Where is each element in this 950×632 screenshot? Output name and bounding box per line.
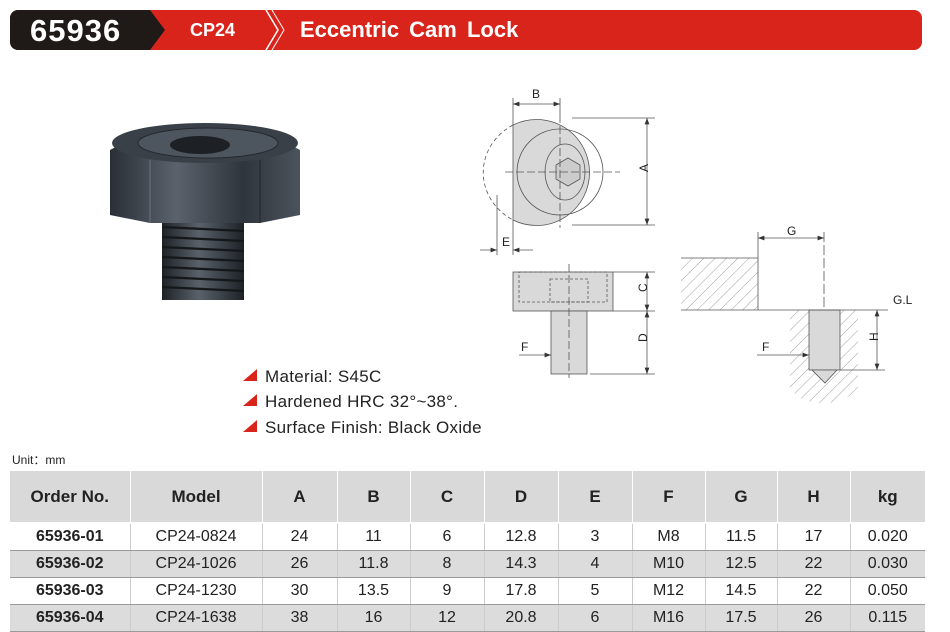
dim-label-f: F xyxy=(521,340,528,354)
table-cell: 17.5 xyxy=(705,604,778,632)
table-cell: 65936-03 xyxy=(10,577,131,605)
table-cell: 26 xyxy=(777,604,851,632)
table-cell: 14.3 xyxy=(484,550,559,578)
table-cell: 11 xyxy=(337,523,411,551)
table-cell: 4 xyxy=(558,550,633,578)
triangle-bullet-icon xyxy=(243,419,257,432)
column-header: F xyxy=(632,471,706,524)
table-cell: 14.5 xyxy=(705,577,778,605)
column-header: kg xyxy=(850,471,925,524)
table-cell: 11.8 xyxy=(337,550,411,578)
table-cell: 5 xyxy=(558,577,633,605)
table-cell: CP24-1230 xyxy=(130,577,263,605)
table-cell: 12.8 xyxy=(484,523,559,551)
dim-label-d: D xyxy=(636,333,650,342)
table-cell: CP24-0824 xyxy=(130,523,263,551)
dim-label-b: B xyxy=(532,87,540,101)
product-code: 65936 xyxy=(10,10,165,50)
column-header: H xyxy=(777,471,851,524)
table-row: 65936-02 CP24-1026 26 11.8 8 14.3 4 M10 12.5 22 0.… xyxy=(10,550,925,578)
unit-label: Unit：mm xyxy=(12,453,66,467)
table-row: 65936-03 CP24-1230 30 13.5 9 17.8 5 M12 14.5 22 0.… xyxy=(10,577,925,605)
feature-item: Surface Finish: Black Oxide xyxy=(243,415,482,441)
table-cell: 9 xyxy=(410,577,485,605)
column-header: Model xyxy=(130,471,263,524)
installation-view xyxy=(681,232,888,404)
table-cell: CP24-1638 xyxy=(130,604,263,632)
table-cell: 12.5 xyxy=(705,550,778,578)
table-cell: 3 xyxy=(558,523,633,551)
column-header: D xyxy=(484,471,559,524)
table-cell: CP24-1026 xyxy=(130,550,263,578)
table-cell: 65936-01 xyxy=(10,523,131,551)
table-cell: 22 xyxy=(777,550,851,578)
column-header: Order No. xyxy=(10,471,131,524)
table-cell: M12 xyxy=(632,577,706,605)
column-header: G xyxy=(705,471,778,524)
column-header: E xyxy=(558,471,633,524)
table-cell: 22 xyxy=(777,577,851,605)
product-title: Eccentric Cam Lock xyxy=(300,17,519,42)
table-cell: 12 xyxy=(410,604,485,632)
table-cell: 11.5 xyxy=(705,523,778,551)
table-cell: M10 xyxy=(632,550,706,578)
feature-list: Material: S45C Hardened HRC 32°~38°. Sur… xyxy=(243,364,482,441)
table-cell: 20.8 xyxy=(484,604,559,632)
title-banner: 65936 CP24 Eccentric Cam Lock xyxy=(10,10,922,50)
dim-label-a: A xyxy=(637,164,651,172)
table-cell: 0.030 xyxy=(850,550,925,578)
table-cell: 0.020 xyxy=(850,523,925,551)
table-cell: 26 xyxy=(262,550,338,578)
table-cell: 6 xyxy=(558,604,633,632)
table-cell: 6 xyxy=(410,523,485,551)
triangle-bullet-icon xyxy=(243,368,257,381)
table-cell: 8 xyxy=(410,550,485,578)
table-cell: 17 xyxy=(777,523,851,551)
table-cell: 65936-04 xyxy=(10,604,131,632)
column-header: B xyxy=(337,471,411,524)
table-cell: 38 xyxy=(262,604,338,632)
dim-label-f2: F xyxy=(762,340,769,354)
column-header: A xyxy=(262,471,338,524)
table-cell: M16 xyxy=(632,604,706,632)
table-cell: M8 xyxy=(632,523,706,551)
dim-label-e: E xyxy=(502,235,510,249)
feature-item: Hardened HRC 32°~38°. xyxy=(243,390,482,416)
dimension-drawing: B A E C D F G G.L H F xyxy=(480,87,913,404)
table-cell: 16 xyxy=(337,604,411,632)
table-cell: 30 xyxy=(262,577,338,605)
series-label: CP24 xyxy=(190,20,236,40)
side-view xyxy=(512,264,655,378)
table-row: 65936-04 CP24-1638 38 16 12 20.8 6 M16 17.5 26 0.1… xyxy=(10,604,925,632)
table-cell: 0.050 xyxy=(850,577,925,605)
dim-label-g: G xyxy=(787,224,796,238)
table-row: 65936-01 CP24-0824 24 11 6 12.8 3 M8 11.5 17 0.020 xyxy=(10,523,925,551)
dim-label-h: H xyxy=(867,332,881,341)
table-cell: 17.8 xyxy=(484,577,559,605)
dim-label-c: C xyxy=(636,283,650,292)
product-photo xyxy=(110,123,300,300)
feature-item: Material: S45C xyxy=(243,364,482,390)
dim-label-gl: G.L xyxy=(893,293,913,307)
table-cell: 65936-02 xyxy=(10,550,131,578)
chevron-icon xyxy=(265,10,285,50)
table-cell: 0.115 xyxy=(850,604,925,632)
column-header: C xyxy=(410,471,485,524)
top-view xyxy=(480,98,655,255)
table-cell: 13.5 xyxy=(337,577,411,605)
table-cell: 24 xyxy=(262,523,338,551)
triangle-bullet-icon xyxy=(243,394,257,407)
